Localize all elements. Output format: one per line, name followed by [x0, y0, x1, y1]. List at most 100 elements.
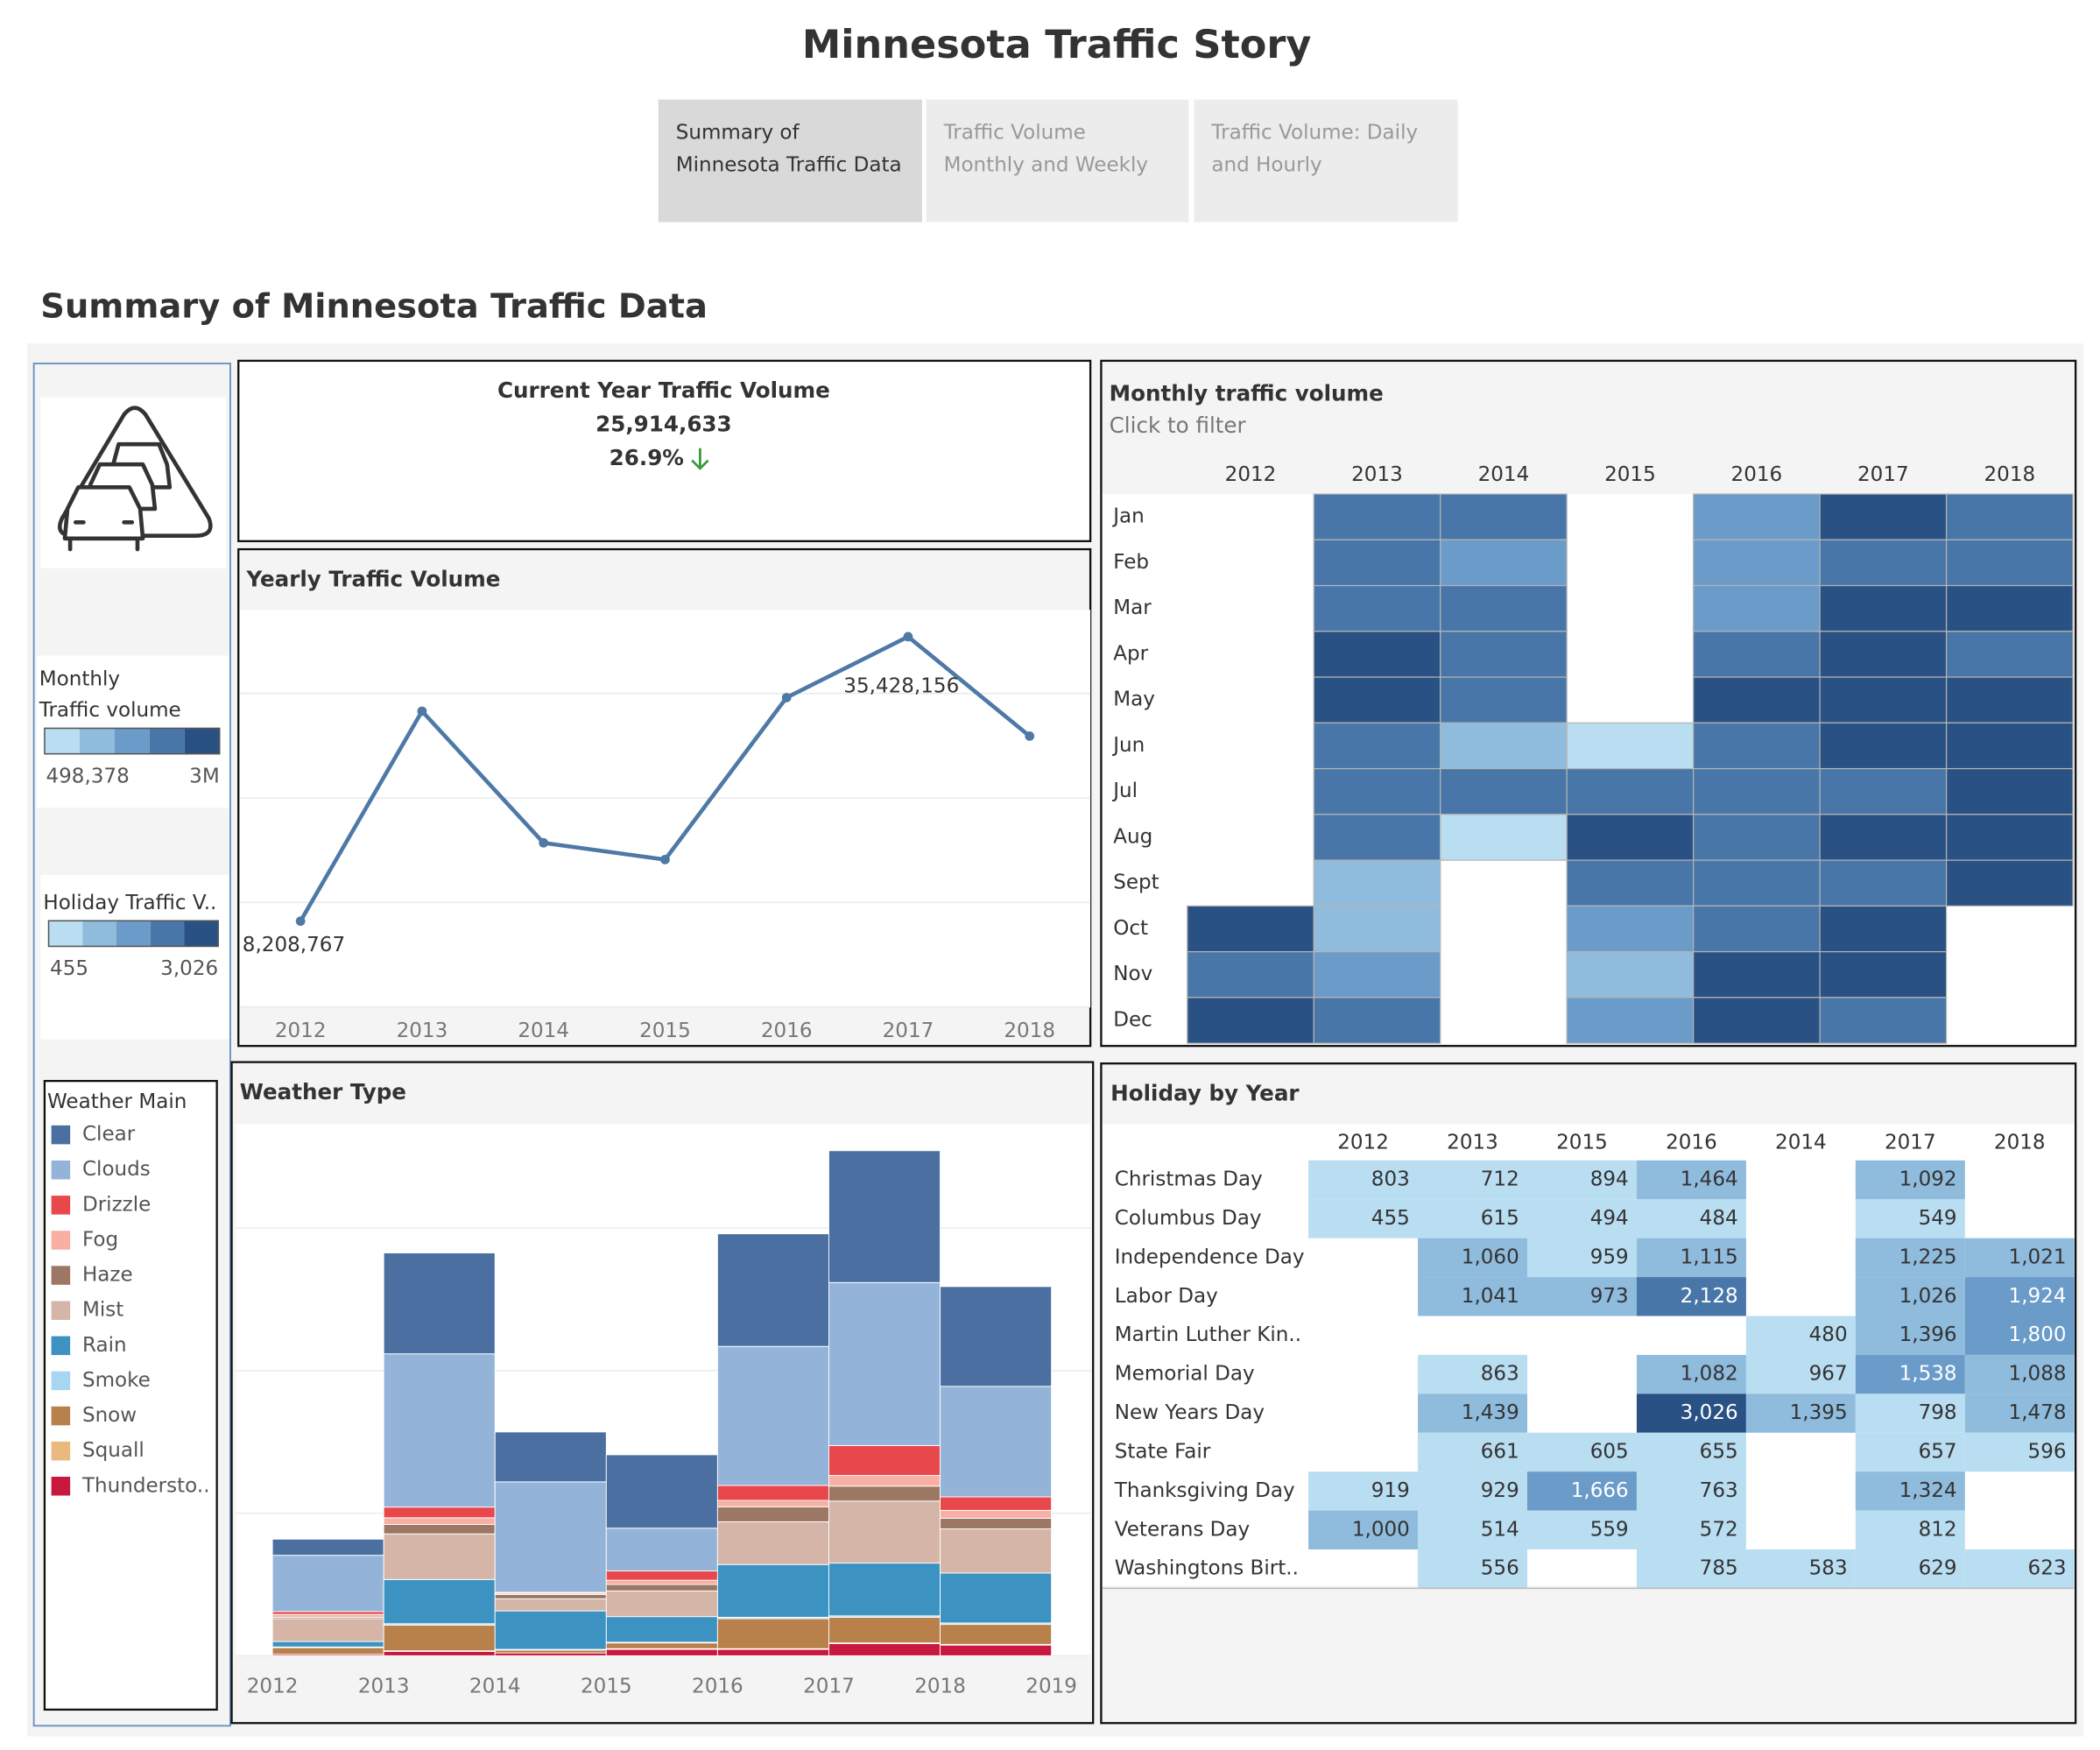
heat-cell[interactable]: [1566, 722, 1695, 770]
cell-label: 615: [1481, 1207, 1519, 1230]
heat-cell[interactable]: [1566, 767, 1695, 815]
heat-cell[interactable]: [1819, 584, 1948, 632]
heat-cell[interactable]: [1945, 859, 2074, 907]
tab-label[interactable]: Traffic Volume: Daily: [1210, 122, 1418, 145]
legend-label: Snow: [82, 1404, 137, 1427]
heat-cell[interactable]: [1566, 859, 1695, 907]
table-cell: [1526, 1432, 1637, 1472]
table-cell: [1418, 1549, 1527, 1589]
heat-cell[interactable]: [1313, 676, 1441, 723]
heat-cell[interactable]: [1440, 539, 1568, 587]
dashboard-title: Summary of Minnesota Traffic Data: [40, 286, 708, 326]
heat-cell[interactable]: [1440, 493, 1568, 540]
heat-cell[interactable]: [1187, 997, 1314, 1044]
heat-cell[interactable]: [1819, 767, 1948, 815]
heat-cell[interactable]: [1693, 722, 1821, 770]
heat-cell[interactable]: [1693, 905, 1821, 953]
tab-label[interactable]: Traffic Volume: [943, 122, 1086, 145]
row-label: May: [1113, 688, 1155, 711]
row-label: Feb: [1113, 551, 1149, 574]
bar-segment: [940, 1386, 1053, 1498]
down-arrow: [691, 448, 709, 470]
chart-title: Yearly Traffic Volume: [245, 566, 500, 591]
heat-cell[interactable]: [1187, 950, 1314, 998]
heat-cell[interactable]: [1693, 539, 1821, 587]
table-cell: [1418, 1471, 1527, 1511]
heat-cell[interactable]: [1313, 905, 1441, 953]
heat-cell[interactable]: [1313, 859, 1441, 907]
cell-label: 1,666: [1571, 1479, 1629, 1502]
table-cell: [1418, 1394, 1527, 1433]
heat-cell[interactable]: [1187, 905, 1314, 953]
tab-label[interactable]: Minnesota Traffic Data: [676, 154, 902, 177]
heat-cell[interactable]: [1566, 905, 1695, 953]
bar-segment: [271, 1641, 384, 1648]
heat-cell[interactable]: [1440, 631, 1568, 678]
kpi-value: 25,914,633: [595, 412, 732, 437]
bar-segment: [828, 1643, 941, 1656]
heat-cell[interactable]: [1945, 539, 2074, 587]
heat-cell[interactable]: [1313, 950, 1441, 998]
heat-cell[interactable]: [1313, 722, 1441, 770]
kpi-change: 26.9%: [610, 445, 684, 470]
heat-cell[interactable]: [1440, 767, 1568, 815]
heat-cell[interactable]: [1693, 584, 1821, 632]
legend-step: [114, 728, 150, 754]
heat-cell[interactable]: [1819, 722, 1948, 770]
heat-cell[interactable]: [1945, 767, 2074, 815]
tab-label[interactable]: and Hourly: [1211, 154, 1321, 177]
heat-cell[interactable]: [1313, 584, 1441, 632]
heat-cell[interactable]: [1945, 493, 2074, 540]
heat-cell[interactable]: [1693, 676, 1821, 723]
tab-label[interactable]: Monthly and Weekly: [944, 154, 1148, 177]
heat-cell[interactable]: [1693, 814, 1821, 861]
heat-cell[interactable]: [1440, 722, 1568, 770]
row-label: Jun: [1111, 734, 1145, 757]
heat-cell[interactable]: [1945, 722, 2074, 770]
heat-cell[interactable]: [1945, 676, 2074, 723]
heat-cell[interactable]: [1945, 814, 2074, 861]
heat-cell[interactable]: [1819, 631, 1948, 678]
heat-cell[interactable]: [1693, 493, 1821, 540]
heat-cell[interactable]: [1819, 493, 1948, 540]
table-cell: [1636, 1238, 1746, 1278]
heat-cell[interactable]: [1819, 950, 1948, 998]
heat-cell[interactable]: [1566, 814, 1695, 861]
heat-cell[interactable]: [1819, 814, 1948, 861]
point: [903, 632, 913, 642]
heat-cell[interactable]: [1693, 997, 1821, 1044]
heat-cell[interactable]: [1819, 859, 1948, 907]
tab[interactable]: [926, 99, 1189, 222]
heat-cell[interactable]: [1693, 859, 1821, 907]
legend-swatch: [51, 1406, 71, 1426]
heat-cell[interactable]: [1566, 997, 1695, 1044]
heat-cell[interactable]: [1693, 631, 1821, 678]
legend-swatch: [51, 1371, 71, 1391]
kpi-title: Current Year Traffic Volume: [497, 378, 830, 403]
heat-cell[interactable]: [1945, 584, 2074, 632]
bar-segment: [940, 1624, 1053, 1645]
heat-cell[interactable]: [1819, 905, 1948, 953]
tab[interactable]: [658, 99, 922, 222]
heat-cell[interactable]: [1693, 950, 1821, 998]
heat-cell[interactable]: [1313, 997, 1441, 1044]
heat-cell[interactable]: [1440, 814, 1568, 861]
heat-cell[interactable]: [1313, 539, 1441, 587]
point: [295, 916, 306, 927]
heat-cell[interactable]: [1313, 767, 1441, 815]
heat-cell[interactable]: [1313, 814, 1441, 861]
tab[interactable]: [1194, 99, 1458, 222]
heat-cell[interactable]: [1440, 676, 1568, 723]
tab-label[interactable]: Summary of: [676, 122, 800, 145]
bar-segment: [383, 1517, 496, 1525]
heat-cell[interactable]: [1819, 676, 1948, 723]
heat-cell[interactable]: [1313, 493, 1441, 540]
heat-cell[interactable]: [1945, 631, 2074, 678]
heat-cell[interactable]: [1566, 950, 1695, 998]
heat-cell[interactable]: [1819, 539, 1948, 587]
heat-cell[interactable]: [1819, 997, 1948, 1044]
heat-cell[interactable]: [1693, 767, 1821, 815]
heat-cell[interactable]: [1313, 631, 1441, 678]
legend-label: Thundersto..: [81, 1474, 210, 1497]
heat-cell[interactable]: [1440, 584, 1568, 632]
